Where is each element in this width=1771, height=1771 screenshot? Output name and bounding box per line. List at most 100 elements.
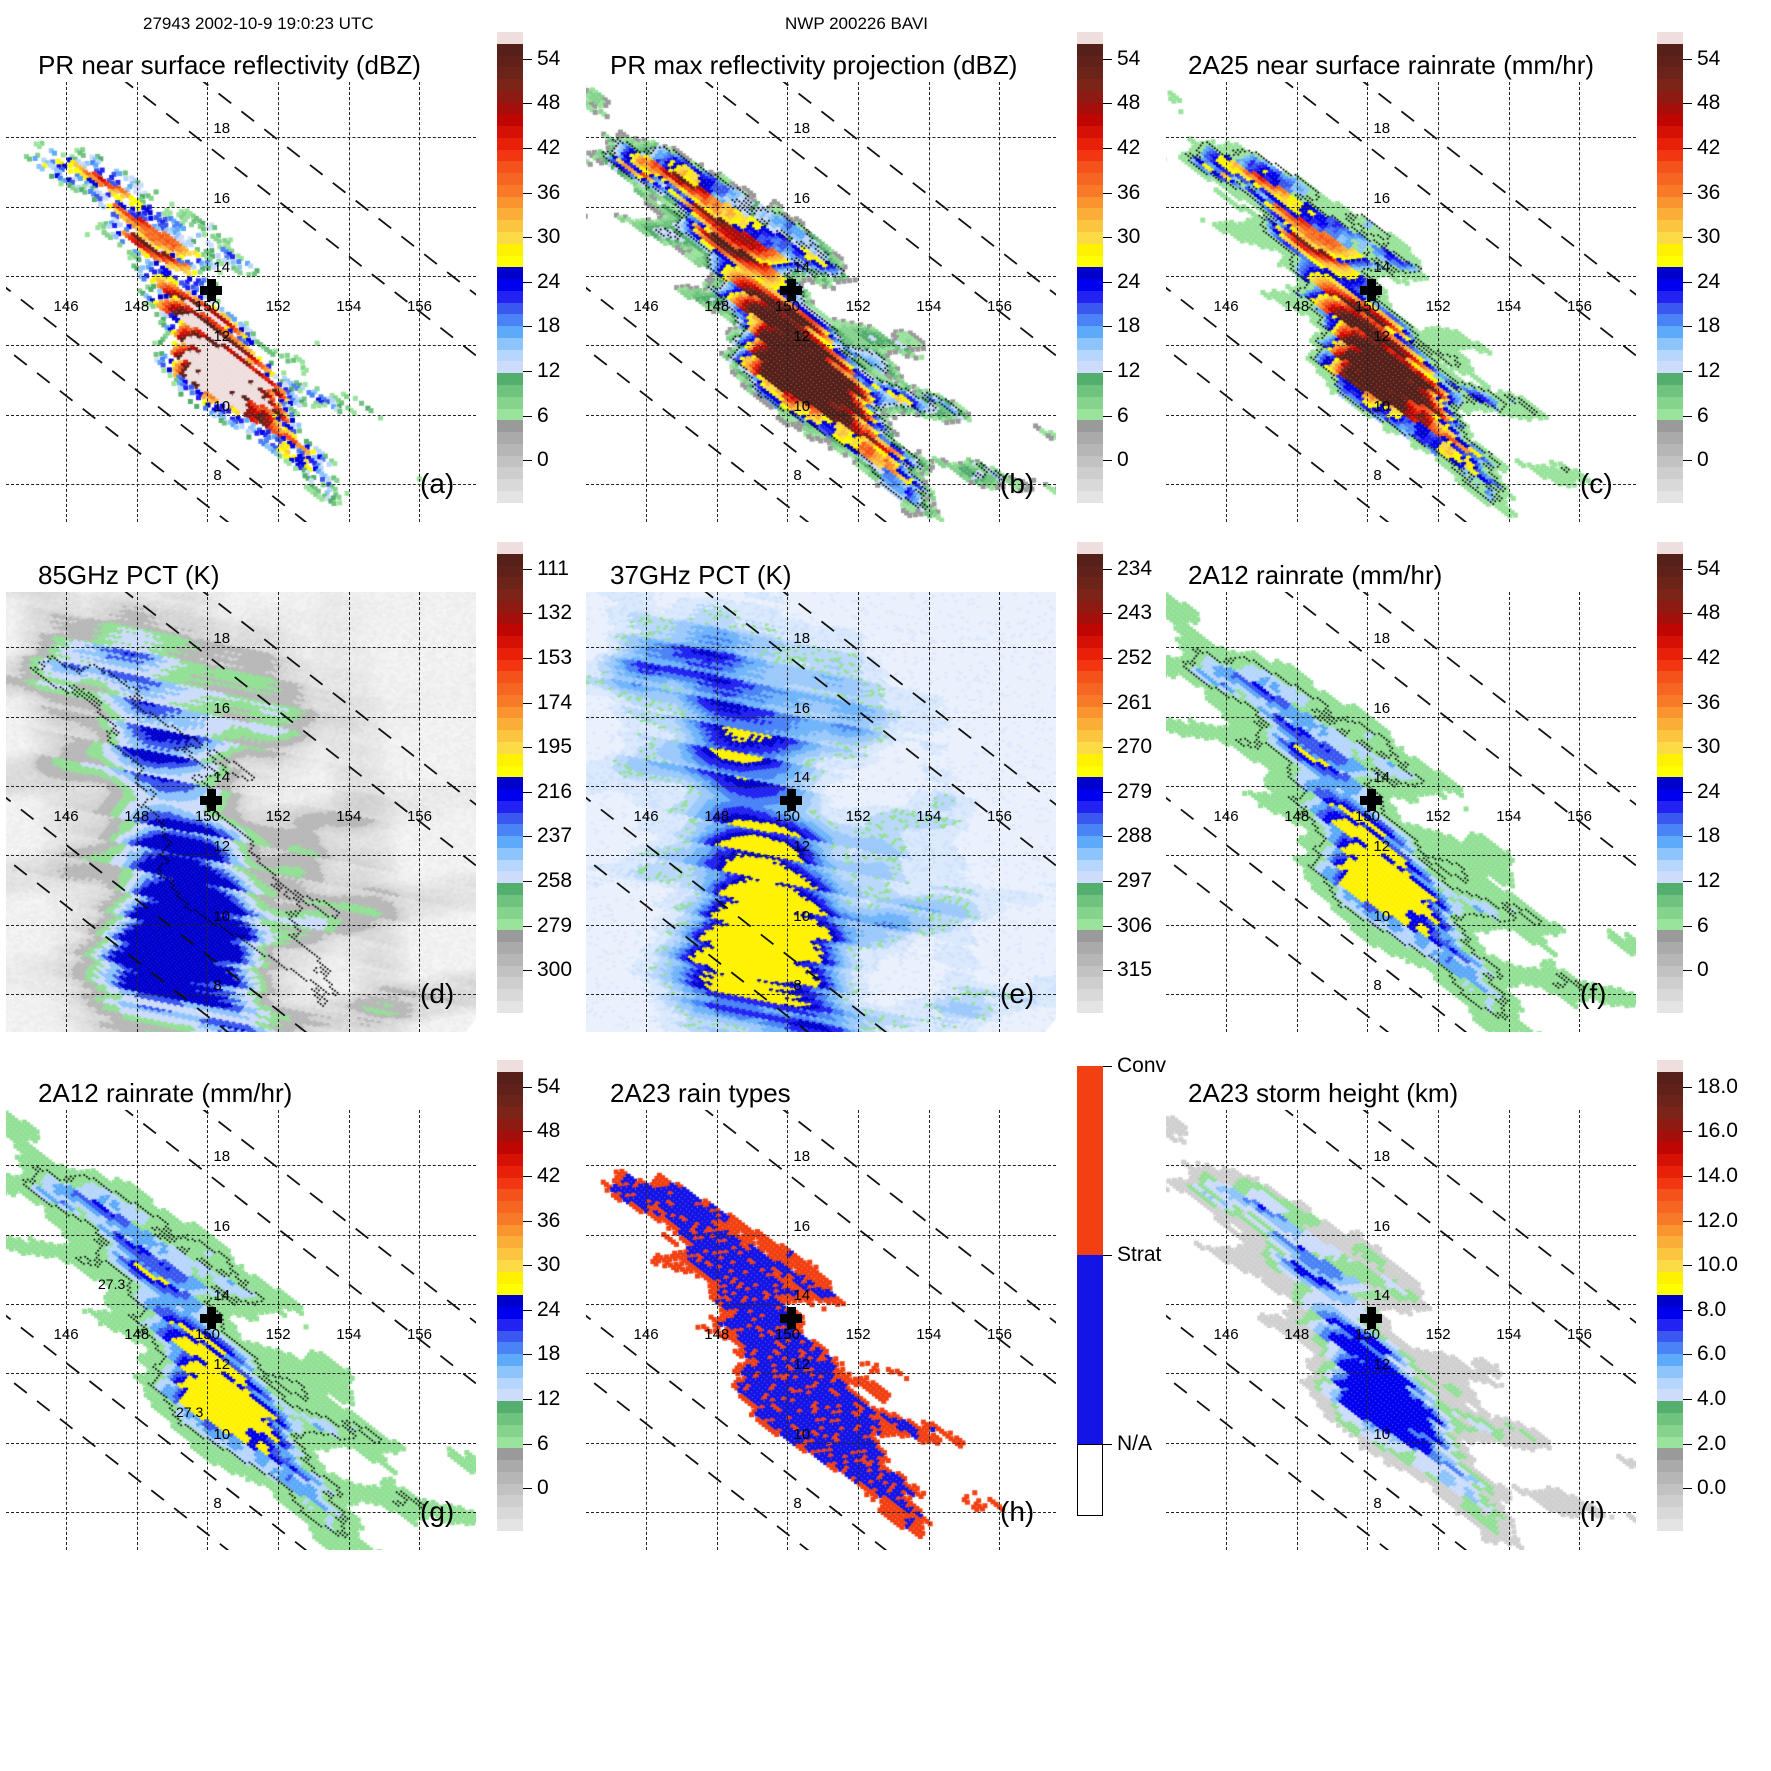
colorbar-tick	[1103, 1066, 1112, 1067]
lat-tick-label: 14	[213, 769, 231, 787]
colorbar-segment	[1077, 79, 1103, 91]
gridline-lat	[6, 483, 476, 485]
header-left: 27943 2002-10-9 19:0:23 UTC	[143, 14, 374, 33]
colorbar-segment	[497, 326, 523, 338]
map-area-b[interactable]: 146 148 150 152 154 156 18 16 14 12 10 8	[586, 82, 1056, 522]
colorbar-tick	[1683, 1265, 1692, 1267]
panel-label-h: (h)	[1000, 1496, 1035, 1527]
colorbar-segment	[497, 302, 523, 315]
colorbar-segment	[497, 894, 523, 907]
colorbar-segment	[497, 279, 523, 291]
map-area-i[interactable]: 146 148 150 152 154 156 18 16 14 12 10 8	[1166, 1110, 1636, 1550]
map-area-a[interactable]: 146 148 150 152 154 156 18 16 14 12 10 8	[6, 82, 476, 522]
lat-tick-label: 10	[1373, 397, 1391, 415]
lat-tick-label: 10	[793, 1425, 811, 1443]
colorbar-label: 252	[1117, 646, 1153, 670]
lon-tick-label: 152	[265, 1325, 291, 1343]
colorbar-segment	[1077, 918, 1103, 931]
swath-boundary	[6, 1110, 476, 1550]
lat-tick-label: 18	[1373, 1148, 1391, 1166]
map-area-d[interactable]: 146 148 150 152 154 156 18 16 14 12 10 8	[6, 592, 476, 1032]
lon-tick-label: 152	[265, 807, 291, 825]
gridline-lat	[586, 345, 1056, 347]
map-area-f[interactable]: 146 148 150 152 154 156 18 16 14 12 10 8	[1166, 592, 1636, 1032]
colorbar-segment	[497, 1107, 523, 1119]
colorbar-segment	[1657, 636, 1683, 648]
lat-tick-label: 14	[793, 259, 811, 277]
colorbar-segment	[1657, 432, 1683, 444]
colorbar-segment	[497, 1000, 523, 1013]
lat-tick-label: 12	[1373, 1356, 1391, 1374]
lon-tick-label: 146	[1213, 807, 1239, 825]
colorbar-label: 8.0	[1697, 1297, 1727, 1321]
colorbar-segment	[1657, 361, 1683, 374]
colorbar-segment	[1657, 718, 1683, 731]
panel-label-i: (i)	[1580, 1496, 1605, 1527]
colorbar-tick	[1683, 58, 1692, 60]
lon-tick-label: 150	[774, 297, 800, 315]
map-area-e[interactable]: 146 148 150 152 154 156 18 16 14 12 10 8	[586, 592, 1056, 1032]
gridline-lat	[6, 1373, 476, 1375]
colorbar-segment	[1077, 302, 1103, 315]
lat-tick-label: 8	[213, 1494, 222, 1512]
gridline-lon	[1508, 1110, 1510, 1550]
colorbar-segment	[1657, 542, 1683, 554]
colorbar-segment	[497, 55, 523, 68]
colorbar-segment	[1077, 1255, 1103, 1444]
lon-tick-label: 146	[633, 807, 659, 825]
colorbar-label: 12	[1697, 358, 1721, 382]
colorbar-segment	[1657, 847, 1683, 860]
gridline-lat	[586, 1304, 1056, 1306]
panel-label-b: (b)	[1000, 468, 1035, 499]
lat-tick-label: 18	[793, 630, 811, 648]
colorbar-tick	[1103, 747, 1112, 749]
map-area-c[interactable]: 146 148 150 152 154 156 18 16 14 12 10 8	[1166, 82, 1636, 522]
lon-tick-label: 156	[986, 1325, 1012, 1343]
lon-tick-label: 148	[1284, 297, 1310, 315]
gridline-lon	[928, 592, 930, 1032]
data-layer-d	[6, 592, 476, 1032]
colorbar-segment	[1077, 812, 1103, 825]
colorbar-segment	[1657, 953, 1683, 966]
colorbar-segment	[1077, 161, 1103, 174]
colorbar-label: 111	[537, 556, 569, 580]
colorbar-segment	[497, 1424, 523, 1437]
colorbar-segment	[1657, 1424, 1683, 1437]
colorbar-tick	[523, 836, 532, 838]
colorbar-segment	[1657, 742, 1683, 754]
lon-tick-label: 152	[845, 1325, 871, 1343]
colorbar-segment	[497, 232, 523, 244]
colorbar-segment	[497, 361, 523, 374]
gridline-lon	[1296, 592, 1298, 1032]
panel-d: 85GHz PCT (K) 146 148 150 152 154 156 18 16 14 12 1…	[0, 530, 590, 1040]
colorbar-segment	[1657, 577, 1683, 590]
colorbar-tick	[1103, 326, 1112, 328]
lat-tick-label: 14	[213, 259, 231, 277]
colorbar-segment	[497, 718, 523, 731]
colorbar-label: 243	[1117, 601, 1153, 625]
colorbar-tick	[1103, 970, 1112, 972]
colorbar-segment	[497, 918, 523, 931]
map-area-h[interactable]: 146 148 150 152 154 156 18 16 14 12 10 8	[586, 1110, 1056, 1550]
colorbar-segment	[497, 600, 523, 613]
colorbar-segment	[1657, 600, 1683, 613]
gridline-lat	[586, 1511, 1056, 1513]
colorbar-segment	[1077, 373, 1103, 385]
colorbar-segment	[1657, 314, 1683, 327]
colorbar-segment	[1657, 1495, 1683, 1508]
lon-tick-label: 146	[53, 807, 79, 825]
gridline-lon	[716, 82, 718, 522]
colorbar-segment	[497, 859, 523, 872]
colorbar-dbz: 54 48 42 36 30 24 18 12 6 0	[497, 32, 560, 503]
gridline-lat	[1166, 206, 1636, 208]
colorbar-segment	[1657, 647, 1683, 660]
gridline-lat	[586, 1165, 1056, 1167]
lat-tick-label: 18	[793, 1148, 811, 1166]
colorbar-label: 153	[537, 646, 573, 670]
gridline-lat	[6, 855, 476, 857]
colorbar-label: 6	[537, 1431, 549, 1455]
colorbar-segment	[497, 1330, 523, 1343]
gridline-lat	[586, 1442, 1056, 1444]
map-area-g[interactable]: 146 148 150 152 154 156 18 16 14 12 10 8 27.3 27.3	[6, 1110, 476, 1550]
colorbar-segment	[497, 671, 523, 684]
